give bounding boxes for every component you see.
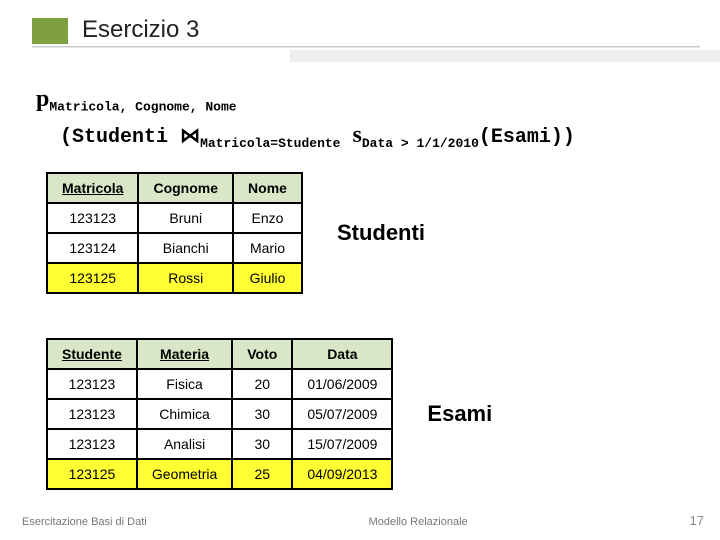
esami-cell: 15/07/2009 [292,429,392,459]
esami-cell: 01/06/2009 [292,369,392,399]
studenti-cell: Giulio [233,263,302,293]
esami-table: StudenteMateriaVotoData123123Fisica2001/… [46,338,393,490]
studenti-cell: 123123 [47,203,138,233]
esami-block: StudenteMateriaVotoData123123Fisica2001/… [46,338,492,490]
footer-center: Modello Relazionale [147,516,690,528]
body-line: (Studenti ⋈Matricola=Studente sData > 1/… [36,120,700,153]
esami-cell: 123123 [47,369,137,399]
esami-header-3: Data [292,339,392,369]
footer-bar: Esercitazione Basi di Dati Modello Relaz… [22,513,704,528]
esami-row: 123123Analisi3015/07/2009 [47,429,392,459]
studenti-row: 123123BruniEnzo [47,203,302,233]
esami-cell: 123123 [47,429,137,459]
pi-symbol: p [36,86,49,112]
footer-left: Esercitazione Basi di Dati [22,516,147,528]
relational-expression: pMatricola, Cognome, Nome (Studenti ⋈Mat… [36,84,700,153]
header-corner-block [32,18,68,44]
studenti-caption: Studenti [337,220,425,246]
esami-cell: Fisica [137,369,232,399]
esami-row: 123123Chimica3005/07/2009 [47,399,392,429]
esami-cell: Analisi [137,429,232,459]
studenti-block: MatricolaCognomeNome123123BruniEnzo12312… [46,172,425,294]
esami-cell: Chimica [137,399,232,429]
projection-line: pMatricola, Cognome, Nome [36,84,700,116]
relation-esami: (Esami)) [479,126,575,149]
studenti-row: 123125RossiGiulio [47,263,302,293]
header-divider [32,46,700,48]
footer-page: 17 [690,513,704,528]
esami-caption: Esami [427,401,492,427]
esami-cell: Geometria [137,459,232,489]
studenti-header-0: Matricola [47,173,138,203]
esami-header-2: Voto [232,339,292,369]
esami-cell: 123123 [47,399,137,429]
esami-cell: 30 [232,429,292,459]
studenti-cell: 123124 [47,233,138,263]
relation-studenti: Studenti [72,126,168,149]
slide-title: Esercizio 3 [82,16,199,44]
studenti-cell: Bianchi [138,233,233,263]
studenti-header-2: Nome [233,173,302,203]
header-band [290,50,720,62]
studenti-cell: 123125 [47,263,138,293]
lparen: ( [60,126,72,149]
esami-cell: 123125 [47,459,137,489]
studenti-row: 123124BianchiMario [47,233,302,263]
esami-cell: 25 [232,459,292,489]
esami-header-1: Materia [137,339,232,369]
selection-condition: Data > 1/1/2010 [362,136,479,151]
esami-row: 123125Geometria2504/09/2013 [47,459,392,489]
esami-cell: 05/07/2009 [292,399,392,429]
esami-cell: 20 [232,369,292,399]
esami-row: 123123Fisica2001/06/2009 [47,369,392,399]
join-condition: Matricola=Studente [200,136,340,151]
studenti-cell: Mario [233,233,302,263]
studenti-header-1: Cognome [138,173,233,203]
studenti-table: MatricolaCognomeNome123123BruniEnzo12312… [46,172,303,294]
projection-attrs: Matricola, Cognome, Nome [49,100,236,115]
sigma-symbol: s [353,122,362,148]
esami-cell: 30 [232,399,292,429]
join-symbol: ⋈ [180,126,200,149]
studenti-cell: Rossi [138,263,233,293]
esami-header-0: Studente [47,339,137,369]
studenti-cell: Bruni [138,203,233,233]
studenti-cell: Enzo [233,203,302,233]
esami-cell: 04/09/2013 [292,459,392,489]
